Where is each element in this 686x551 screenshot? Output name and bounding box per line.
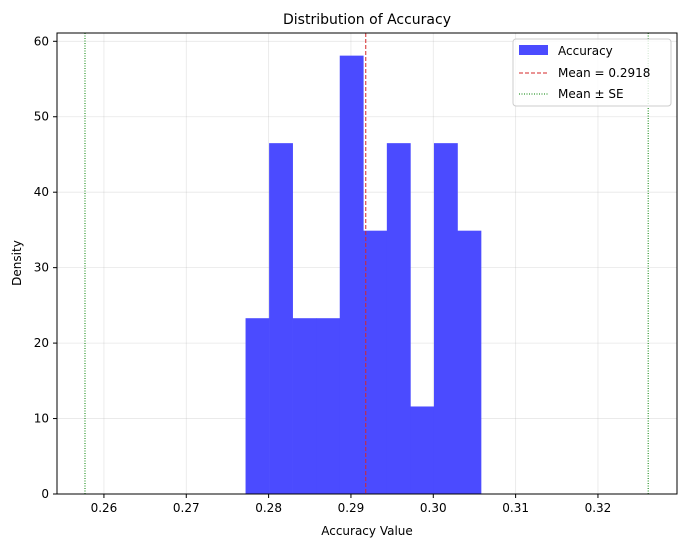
histogram-bar	[339, 55, 364, 495]
legend-patch-accuracy	[519, 45, 548, 55]
histogram-bar	[410, 406, 435, 494]
legend-label-mean: Mean = 0.2918	[558, 66, 650, 80]
reference-lines	[84, 33, 649, 494]
y-axis-label: Density	[10, 240, 24, 286]
chart-title: Distribution of Accuracy	[283, 12, 451, 28]
legend-label-se: Mean ± SE	[558, 87, 624, 101]
y-tick-label: 60	[34, 34, 49, 48]
y-tick-label: 30	[34, 261, 49, 275]
y-tick-label: 20	[34, 336, 49, 350]
legend-label-accuracy: Accuracy	[558, 44, 613, 58]
x-axis: 0.26 0.27 0.28 0.29 0.30 0.31 0.32	[91, 494, 612, 515]
x-tick-label: 0.29	[338, 501, 365, 515]
x-tick-label: 0.26	[91, 501, 118, 515]
bars	[245, 55, 482, 495]
x-tick-label: 0.32	[585, 501, 612, 515]
histogram-bar	[457, 230, 482, 495]
y-tick-label: 10	[34, 412, 49, 426]
plot-frame	[56, 32, 678, 495]
y-tick-label: 50	[34, 110, 49, 124]
y-tick-label: 0	[41, 487, 49, 501]
histogram-bar	[269, 143, 293, 495]
y-tick-label: 40	[34, 185, 49, 199]
histogram-bar	[245, 318, 270, 494]
histogram-bar	[386, 143, 411, 495]
histogram-bar	[433, 143, 458, 495]
x-tick-label: 0.28	[255, 501, 282, 515]
legend-box	[512, 38, 672, 107]
legend: Accuracy Mean = 0.2918 Mean ± SE	[512, 38, 672, 107]
x-tick-label: 0.27	[173, 501, 200, 515]
histogram-bar	[363, 230, 388, 495]
x-axis-label: Accuracy Value	[321, 524, 413, 538]
y-axis: 0 10 20 30 40 50 60	[34, 34, 57, 501]
x-tick-label: 0.31	[502, 501, 529, 515]
x-tick-label: 0.30	[420, 501, 447, 515]
histogram-bar	[316, 318, 341, 494]
histogram-bar	[292, 318, 317, 494]
